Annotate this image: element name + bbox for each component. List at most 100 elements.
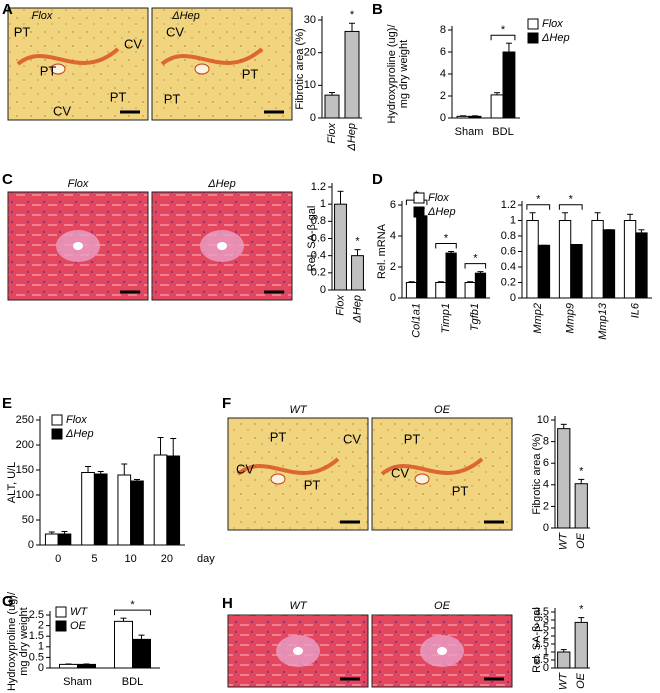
y-tick-label: 0 bbox=[320, 284, 326, 296]
y-tick-label: 0.5 bbox=[534, 654, 549, 666]
panel-label: C bbox=[2, 171, 13, 188]
image-title: ΔHep bbox=[171, 10, 200, 22]
fibrosis bbox=[380, 457, 484, 476]
bracket bbox=[114, 609, 151, 616]
legend-label: Flox bbox=[66, 414, 87, 426]
y-tick-label: 0 bbox=[28, 539, 34, 551]
bar bbox=[468, 115, 482, 119]
y-tick-label: 2.5 bbox=[29, 609, 44, 621]
lumen bbox=[437, 647, 447, 655]
image-label: PT bbox=[404, 431, 421, 446]
y-tick-label: 0.5 bbox=[29, 651, 44, 663]
y-tick-label: 0 bbox=[543, 522, 549, 534]
x-tick-label: ΔHep bbox=[351, 295, 363, 324]
bar bbox=[456, 115, 470, 119]
bar bbox=[324, 94, 340, 119]
x-tick-label: ΔHep bbox=[346, 123, 358, 152]
y-tick-label: 20 bbox=[304, 47, 316, 59]
y-tick-label: 0 bbox=[440, 112, 446, 124]
bar bbox=[132, 638, 151, 669]
y-tick-label: 8 bbox=[543, 436, 549, 448]
bar bbox=[574, 483, 588, 529]
bar bbox=[130, 480, 144, 546]
image-title: ΔHep bbox=[207, 178, 236, 190]
y-tick-label: 6 bbox=[440, 46, 446, 58]
y-tick-label: 10 bbox=[537, 414, 549, 426]
y-tick-label: 1.5 bbox=[29, 630, 44, 642]
legend-swatch bbox=[51, 414, 63, 426]
y-tick-label: 2 bbox=[543, 500, 549, 512]
y-tick-label: 1.2 bbox=[311, 181, 326, 193]
bar bbox=[537, 244, 551, 299]
image-title: OE bbox=[434, 404, 451, 416]
y-tick-label: 2.5 bbox=[534, 622, 549, 634]
y-tick-label: 3 bbox=[543, 614, 549, 626]
y-tick-label: 0 bbox=[38, 662, 44, 674]
bar bbox=[44, 533, 59, 546]
panel-label: F bbox=[222, 395, 231, 412]
legend-label: ΔHep bbox=[65, 428, 94, 440]
bar bbox=[435, 282, 447, 299]
legend-label: Flox bbox=[542, 18, 563, 30]
image-label: PT bbox=[304, 477, 321, 492]
y-tick-label: 4 bbox=[543, 479, 549, 491]
y-tick-label: 0 bbox=[543, 662, 549, 674]
x-tick-label: WT bbox=[558, 672, 570, 690]
bracket bbox=[490, 34, 516, 41]
image-label: PT bbox=[452, 483, 469, 498]
lumen bbox=[293, 647, 303, 655]
x-tick-label: Mmp9 bbox=[565, 303, 577, 334]
x-tick-label: Sham bbox=[455, 126, 484, 138]
bracket bbox=[435, 243, 457, 249]
x-tick-label: Timp1 bbox=[440, 303, 452, 333]
y-tick-label: 150 bbox=[16, 464, 34, 476]
x-tick-label: IL6 bbox=[630, 302, 642, 318]
x-tick-label: 20 bbox=[161, 553, 173, 565]
bracket bbox=[526, 204, 551, 210]
bar bbox=[557, 428, 571, 529]
x-tick-label: OE bbox=[575, 532, 587, 549]
lumen bbox=[217, 242, 227, 250]
fibrosis bbox=[236, 457, 340, 476]
bar bbox=[591, 220, 604, 299]
legend-label: WT bbox=[70, 606, 88, 618]
panel-label: H bbox=[222, 595, 233, 612]
image-label: CV bbox=[53, 103, 71, 118]
y-tick-label: 1 bbox=[320, 198, 326, 210]
x-tick-label: 10 bbox=[125, 553, 137, 565]
bar bbox=[635, 232, 648, 299]
bar bbox=[81, 472, 95, 546]
y-tick-label: 250 bbox=[16, 414, 34, 426]
image-label: CV bbox=[236, 461, 254, 476]
y-tick-label: 2 bbox=[38, 620, 44, 632]
y-axis-label: ALT, U/L bbox=[6, 462, 18, 503]
y-tick-label: 0.4 bbox=[501, 261, 516, 273]
x-tick-label: Flox bbox=[334, 295, 346, 316]
y-tick-label: 2 bbox=[440, 90, 446, 102]
panel-label: B bbox=[372, 1, 383, 18]
bar bbox=[623, 220, 637, 299]
legend-label: ΔHep bbox=[427, 206, 456, 218]
image-label: PT bbox=[14, 24, 31, 39]
bar bbox=[57, 533, 72, 546]
bar bbox=[416, 215, 428, 299]
y-axis-label: Fibrotic area (%) bbox=[531, 433, 543, 514]
significance: * bbox=[579, 465, 584, 477]
panel-label: E bbox=[2, 395, 12, 412]
significance: * bbox=[569, 194, 574, 206]
bar bbox=[602, 229, 616, 299]
legend-swatch bbox=[51, 428, 63, 440]
y-tick-label: 100 bbox=[16, 489, 34, 501]
y-tick-label: 1 bbox=[510, 214, 516, 226]
y-tick-label: 1 bbox=[543, 646, 549, 658]
y-tick-label: 10 bbox=[304, 79, 316, 91]
significance: * bbox=[444, 232, 449, 244]
y-axis-label: mg dry weight bbox=[18, 607, 30, 675]
x-tick-label: BDL bbox=[122, 676, 143, 688]
x-tick-label: Col1a1 bbox=[411, 303, 423, 338]
vessel bbox=[414, 473, 430, 485]
bar bbox=[490, 94, 504, 119]
lumen bbox=[73, 242, 83, 250]
